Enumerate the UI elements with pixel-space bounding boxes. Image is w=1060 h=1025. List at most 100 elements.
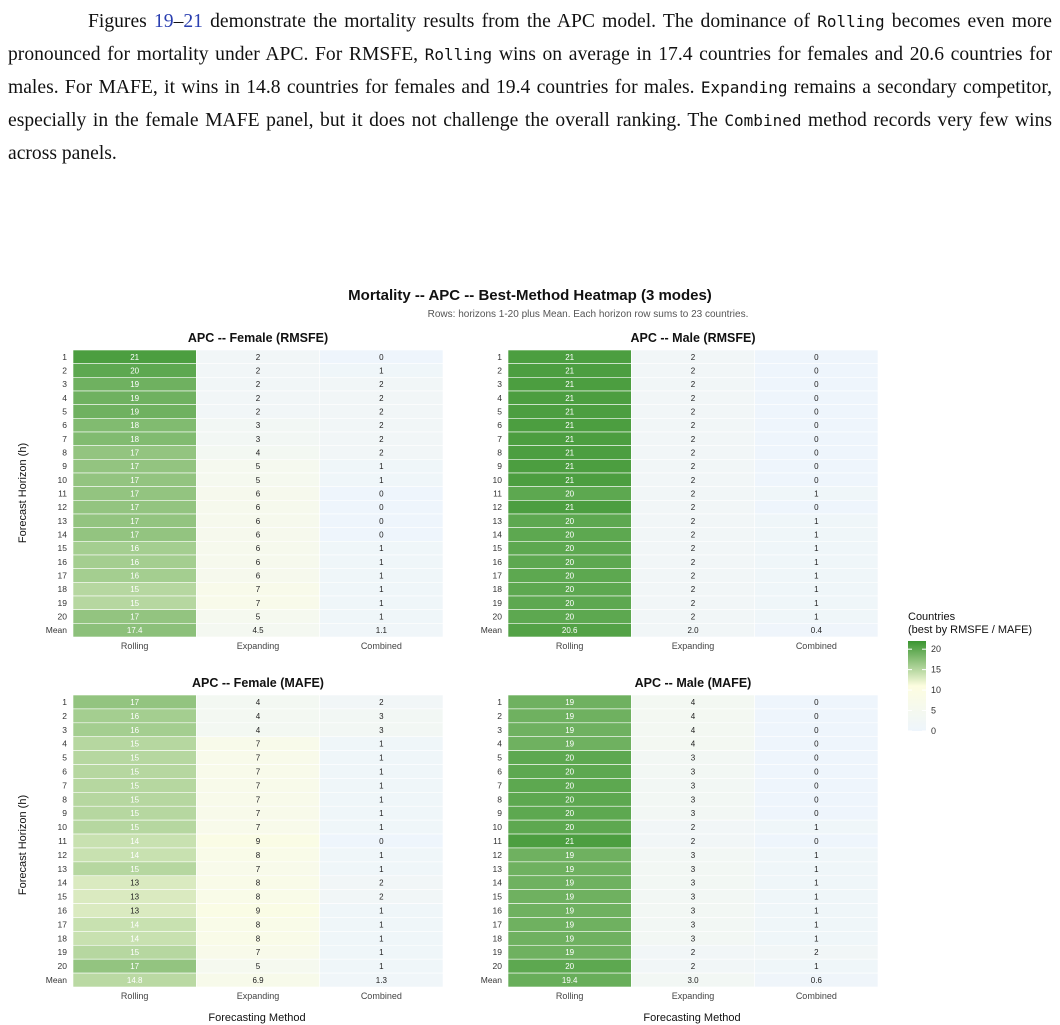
cell-value: 21	[565, 476, 574, 485]
column-label: Combined	[361, 991, 402, 1001]
cell-value: 20	[565, 754, 574, 763]
column-label: Expanding	[237, 641, 280, 651]
cell-value: 20	[565, 823, 574, 832]
cell-value: 17	[130, 462, 139, 471]
cell-value: 6	[256, 503, 261, 512]
cell-value: 3	[691, 767, 696, 776]
cell-value: 0.4	[811, 626, 823, 635]
cell-value: 20	[565, 962, 574, 971]
cell-value: 3	[691, 809, 696, 818]
cell-value: 0	[814, 809, 819, 818]
cell-value: 20	[565, 572, 574, 581]
row-label: 5	[497, 753, 502, 763]
cell-value: 2	[691, 449, 696, 458]
cell-value: 2	[256, 408, 261, 417]
cell-value: 1	[379, 809, 384, 818]
cell-value: 2	[691, 462, 696, 471]
cell-value: 16	[130, 544, 139, 553]
cell-value: 5	[256, 962, 261, 971]
row-label: 20	[58, 612, 68, 622]
cell-value: 20	[565, 490, 574, 499]
cell-value: 7	[256, 599, 261, 608]
cell-value: 1	[379, 823, 384, 832]
cell-value: 1	[379, 476, 384, 485]
cell-value: 17	[130, 517, 139, 526]
heatmap-panel: APC -- Male (RMSFE)1 21 2 02 21 2 03 21 2 04 21 2 05…	[481, 331, 879, 651]
cell-value: 8	[256, 920, 261, 929]
cell-value: 7	[256, 865, 261, 874]
row-label: 1	[62, 697, 67, 707]
cell-value: 2	[379, 380, 384, 389]
cell-value: 0	[814, 408, 819, 417]
cell-value: 1	[379, 865, 384, 874]
figure-ref-link[interactable]: 21	[183, 11, 203, 32]
row-label: 16	[58, 557, 68, 567]
row-label: 14	[58, 878, 68, 888]
cell-value: 1	[814, 962, 819, 971]
cell-value: 2	[379, 893, 384, 902]
cell-value: 1	[814, 934, 819, 943]
cell-value: 3	[691, 920, 696, 929]
cell-value: 2	[379, 435, 384, 444]
row-label: 12	[493, 850, 503, 860]
text-run: wins on average in 17.4 countries for fe…	[8, 44, 1052, 98]
row-label: 15	[58, 892, 68, 902]
cell-value: 17	[130, 613, 139, 622]
cell-value: 5	[256, 476, 261, 485]
cell-value: 20	[565, 599, 574, 608]
cell-value: 3	[691, 781, 696, 790]
heatmap-panel: APC -- Female (RMSFE)1 21 2 02 20 2 13 19 2 24 19 2…	[46, 331, 444, 651]
cell-value: 7	[256, 767, 261, 776]
row-label: 7	[497, 780, 502, 790]
heatmap-figure: Mortality -- APC -- Best-Method Heatmap …	[17, 287, 1032, 1024]
cell-value: 16	[130, 726, 139, 735]
text-run: remains a secondary competitor, especial…	[8, 77, 1052, 131]
cell-value: 0	[379, 517, 384, 526]
cell-value: 3	[256, 421, 261, 430]
cell-value: 17	[130, 476, 139, 485]
row-label: 13	[493, 864, 503, 874]
cell-value: 15	[130, 767, 139, 776]
cell-value: 20	[565, 585, 574, 594]
cell-value: 0	[814, 754, 819, 763]
figure-ref-link[interactable]: 19	[153, 11, 174, 32]
cell-value: 3	[691, 865, 696, 874]
cell-value: 2	[814, 948, 819, 957]
row-label: 14	[493, 530, 503, 540]
cell-value: 19	[565, 726, 574, 735]
row-label: 12	[493, 502, 503, 512]
text-run: demonstrate the mortality results from t…	[202, 11, 818, 32]
cell-value: 2	[691, 837, 696, 846]
cell-value: 3	[691, 795, 696, 804]
column-label: Rolling	[121, 641, 149, 651]
row-label: 11	[493, 836, 502, 846]
cell-value: 14	[130, 851, 139, 860]
cell-value: 15	[130, 795, 139, 804]
cell-value: 2	[256, 394, 261, 403]
cell-value: 5	[256, 613, 261, 622]
cell-value: 14	[130, 920, 139, 929]
cell-value: 15	[130, 823, 139, 832]
panel-title: APC -- Female (RMSFE)	[188, 331, 328, 345]
cell-value: 0	[814, 462, 819, 471]
cell-value: 19	[565, 893, 574, 902]
cell-value: 19	[565, 740, 574, 749]
row-label: 11	[58, 489, 67, 499]
cell-value: 19	[565, 698, 574, 707]
panel-title: APC -- Male (RMSFE)	[631, 331, 756, 345]
cell-value: 20	[565, 809, 574, 818]
cell-value: 19	[565, 712, 574, 721]
cell-value: 1	[379, 599, 384, 608]
cell-value: 3.0	[687, 976, 699, 985]
cell-value: 7	[256, 823, 261, 832]
row-label: 15	[58, 543, 68, 553]
cell-value: 0	[814, 726, 819, 735]
column-label: Combined	[796, 641, 837, 651]
cell-value: 0	[814, 781, 819, 790]
row-label: 2	[62, 711, 67, 721]
cell-value: 1	[814, 613, 819, 622]
cell-value: 2	[379, 879, 384, 888]
body-paragraph: Figures 19–21 demonstrate the mortality …	[8, 5, 1052, 170]
cell-value: 17	[130, 449, 139, 458]
cell-value: 1	[814, 920, 819, 929]
